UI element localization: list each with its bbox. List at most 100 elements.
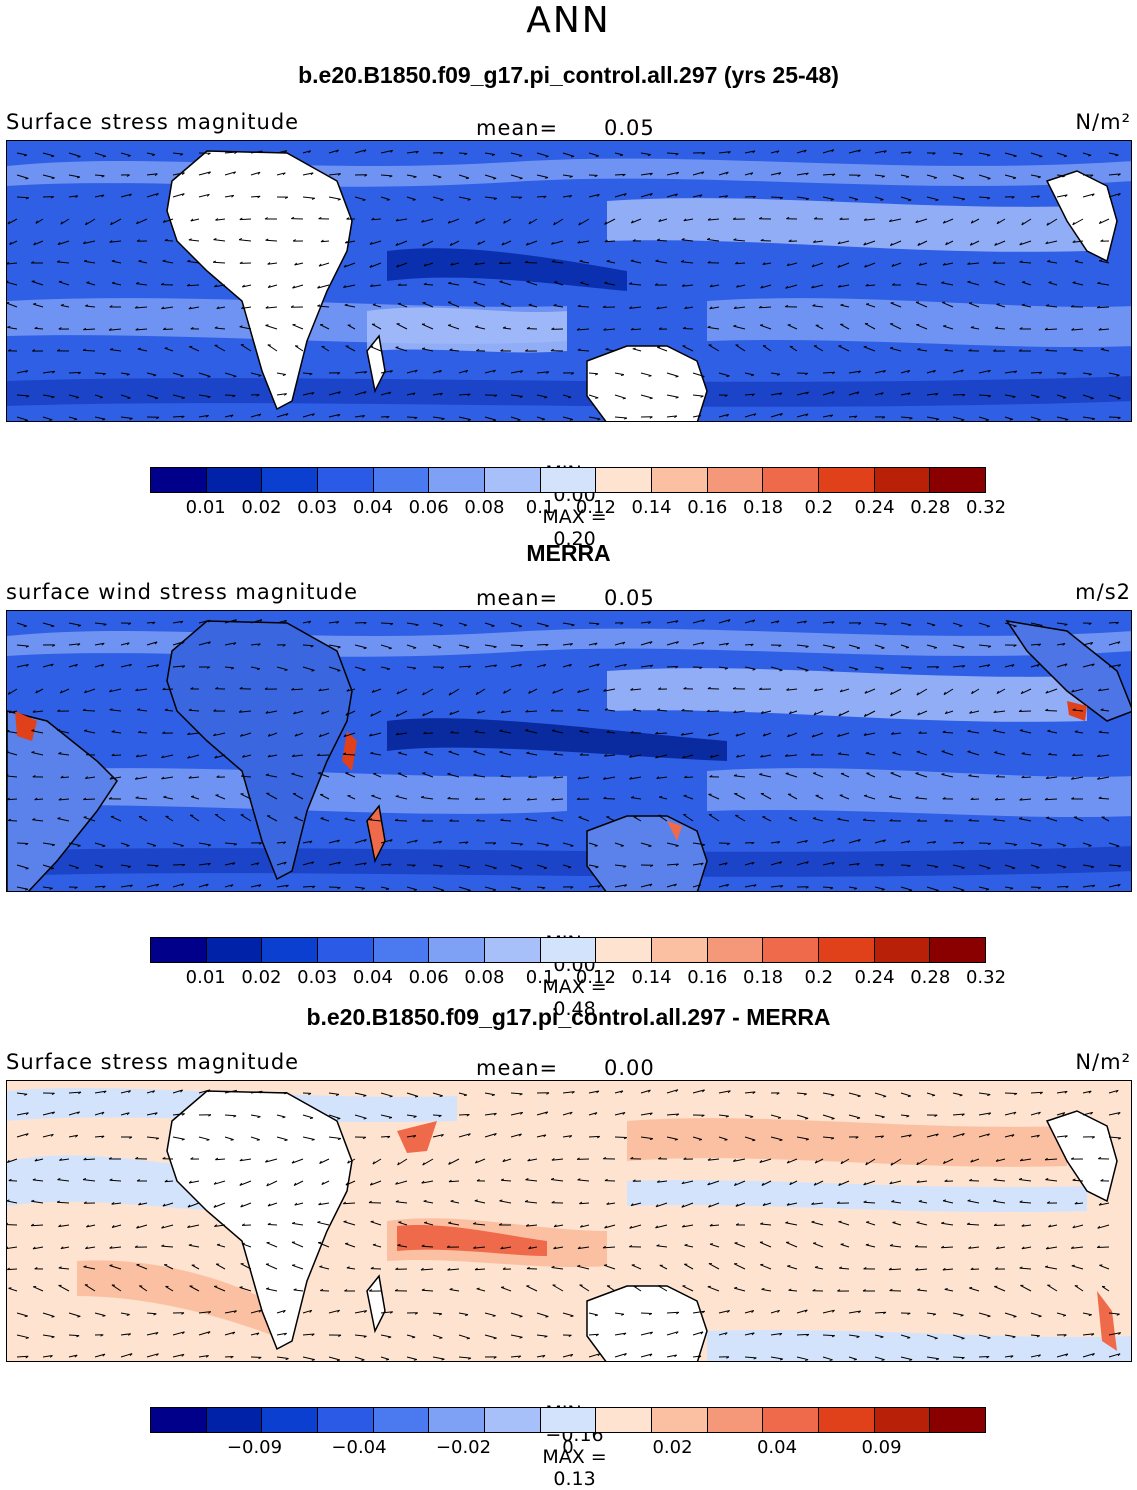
stress-vector-head [908,200,911,201]
stress-vector-head [864,795,867,796]
stress-vector-head [916,773,919,774]
colorbar-swatch [708,938,764,962]
stress-vector [8,821,17,822]
stress-vector [945,350,953,351]
stress-vector [1109,417,1121,418]
stress-vector-head [76,868,79,869]
colorbar-swatch [207,938,263,962]
stress-vector-head [855,200,858,201]
stress-vector-head [49,420,52,421]
stress-vector-head [240,1287,243,1288]
stress-vector-head [1039,156,1042,157]
colorbar-swatch [262,1408,318,1432]
stress-vector-head [710,1244,713,1245]
stress-vector-head [568,867,571,868]
stress-vector [7,1225,17,1226]
panel-3-colorbar [150,1407,986,1433]
colorbar-tick-label: 0.04 [757,1437,797,1458]
stress-vector-head [493,178,496,179]
stress-vector-head [386,1359,389,1360]
stress-vector [1005,1093,1017,1094]
stress-vector-head [935,1338,938,1339]
stress-vector-head [908,1096,911,1097]
stress-vector-head [760,325,763,326]
stress-vector-head [1072,1265,1075,1266]
stress-vector-head [468,890,471,891]
stress-vector-head [181,846,184,847]
colorbar-tick-label: 0.12 [576,497,616,518]
stress-vector-head [364,648,367,649]
stress-vector-head [207,1140,210,1141]
panel-3-mean-label: mean= [476,1056,558,1080]
colorbar-tick-label: 0.01 [186,967,226,988]
stress-vector [994,1225,1005,1226]
colorbar-swatch [374,468,430,492]
panel-2-mean-value: 0.05 [604,586,655,610]
stress-vector-head [571,846,574,847]
stress-vector [789,1290,797,1291]
panel-2-title: MERRA [0,540,1137,567]
stress-vector-head [857,1118,860,1119]
stress-vector-head [373,1244,376,1245]
stress-vector-head [1013,1317,1016,1318]
panel-1-minmax: MIN = 0.00 MAX = 0.20 [0,440,1137,550]
stress-vector [707,711,719,712]
stress-vector-head [604,1265,607,1266]
stress-vector-head [1012,868,1015,869]
stress-vector [83,710,95,711]
stress-vector-head [371,1221,374,1222]
colorbar-tick-label: 0.09 [861,1437,901,1458]
stress-vector-head [962,1338,965,1339]
stress-vector-head [805,1118,808,1119]
colorbar-swatch [429,938,485,962]
colorbar-tick-label: 0.32 [966,497,1006,518]
stress-vector-head [422,773,425,774]
stress-vector-head [942,751,945,752]
stress-vector [395,821,407,822]
stress-vector-head [841,1244,844,1245]
stress-vector-head [520,178,523,179]
stress-vector-head [231,1140,234,1141]
stress-vector-head [1010,419,1013,420]
stress-vector-head [1063,398,1066,399]
stress-vector-head [830,1360,833,1361]
stress-vector [83,350,95,351]
stress-vector [225,395,235,396]
stress-vector-head [233,376,236,377]
stress-vector-head [997,304,1000,305]
colorbar-tick-label: 0.24 [854,967,894,988]
stress-vector-head [128,156,131,157]
colorbar-tick-label: 0.02 [652,1437,692,1458]
stress-vector-head [906,647,909,648]
stress-vector [95,373,106,374]
stress-vector-head [542,419,545,420]
colorbar-swatch [596,1408,652,1432]
stress-vector [69,372,81,373]
stress-vector-head [595,846,598,847]
stress-vector-head [854,1359,857,1360]
stress-vector [35,328,43,329]
stress-vector-head [907,1338,910,1339]
stress-vector [1031,887,1041,888]
panel-3-map-svg [7,1081,1132,1362]
stress-vector [501,776,511,777]
stress-vector-head [959,626,962,627]
colorbar-tick-label: 0.28 [910,967,950,988]
panel-1-map-svg [7,141,1132,422]
panel-3-mean-value: 0.00 [604,1056,655,1080]
colorbar-swatch [819,468,875,492]
colorbar-swatch [541,938,597,962]
stress-vector-head [494,868,497,869]
colorbar-tick-label: 0.12 [576,967,616,988]
colorbar-tick-label: 0.06 [409,967,449,988]
colorbar-swatch [374,938,430,962]
colorbar-tick-label: 0.1 [526,497,555,518]
stress-vector-head [780,1140,783,1141]
stress-vector-head [932,1095,935,1096]
colorbar-tick-label: 0.03 [297,497,337,518]
stress-vector-head [568,397,571,398]
stress-vector-head [396,347,399,348]
stress-vector-head [684,795,687,796]
colorbar-tick-label: −0.02 [436,1437,491,1458]
stress-vector-head [52,1317,55,1318]
